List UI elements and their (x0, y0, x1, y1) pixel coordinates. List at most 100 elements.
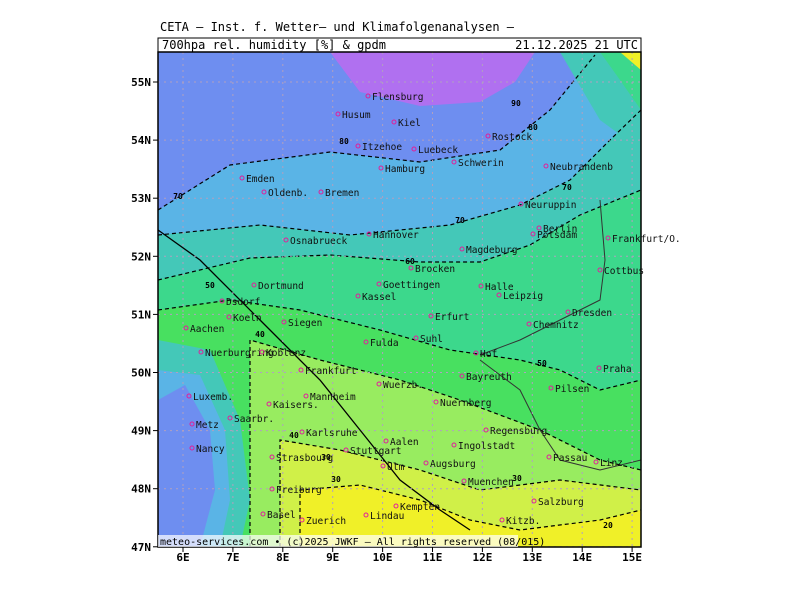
city-label: Kiel (398, 118, 421, 129)
city-marker (376, 381, 382, 387)
contour-label: 70 (562, 183, 572, 192)
lat-label: 55N (131, 76, 151, 89)
city-marker (483, 427, 489, 433)
city-label: Chemnitz (533, 320, 579, 331)
lon-label: 15E (622, 551, 642, 564)
city-marker (461, 478, 467, 484)
city-label: Hof (480, 349, 497, 360)
city-label: Dresden (572, 308, 612, 319)
city-marker (393, 503, 399, 509)
city-label: Halle (485, 282, 514, 293)
city-label: Muenchen (468, 477, 514, 488)
contour-label: 30 (331, 475, 341, 484)
city-marker (597, 267, 603, 273)
city-label: Kitzb. (506, 516, 540, 527)
city-marker (459, 373, 465, 379)
lon-label: 14E (572, 551, 592, 564)
band (158, 385, 215, 547)
city-marker (189, 421, 195, 427)
fields (158, 52, 641, 547)
city-label: Osnabrueck (290, 236, 347, 247)
city-marker (261, 189, 267, 195)
lon-label: 8E (276, 551, 289, 564)
city-label: Kassel (362, 292, 396, 303)
lat-label: 47N (131, 541, 151, 554)
city-marker (366, 231, 372, 237)
city-marker (269, 486, 275, 492)
city-marker (186, 393, 192, 399)
city-marker (269, 454, 275, 460)
border (158, 229, 471, 531)
border (479, 359, 641, 471)
lat-label: 48N (131, 483, 151, 496)
city-label: Nuernberg (440, 398, 491, 409)
city-marker (376, 281, 382, 287)
city-marker (260, 511, 266, 517)
city-label: Ingolstadt (458, 441, 515, 452)
contour (158, 109, 641, 236)
footer-box (158, 535, 518, 547)
city-marker (531, 498, 537, 504)
city-marker (459, 246, 465, 252)
contour-label: 30 (321, 453, 331, 462)
lat-label: 54N (131, 134, 151, 147)
city-label: Brocken (415, 264, 455, 275)
city-label: Karlsruhe (306, 428, 358, 439)
city-label: Salzburg (538, 497, 584, 508)
contour-label: 20 (603, 521, 613, 530)
lon-label: 10E (373, 551, 393, 564)
city-marker (605, 235, 611, 241)
city-marker (355, 293, 361, 299)
city-label: Koblenz (266, 348, 306, 359)
city-label: Mannheim (310, 392, 356, 403)
city-marker (526, 321, 532, 327)
contour (299, 484, 641, 547)
city-marker (485, 133, 491, 139)
band (330, 52, 535, 106)
city-label: Nancy (196, 444, 225, 455)
city-marker (298, 367, 304, 373)
city-label: Fulda (370, 338, 399, 349)
city-label: Wuerzb. (383, 380, 423, 391)
city-marker (299, 517, 305, 523)
city-marker (530, 231, 536, 237)
contour-label: 50 (537, 359, 547, 368)
city-label: Freiburg (276, 485, 322, 496)
city-label: Schwerin (458, 158, 504, 169)
city-marker (183, 325, 189, 331)
lat-label: 49N (131, 425, 151, 438)
city-marker (428, 313, 434, 319)
city-marker (451, 442, 457, 448)
city-marker (363, 339, 369, 345)
contour-label: 70 (455, 216, 465, 225)
contour-label: 90 (511, 99, 521, 108)
city-marker (383, 438, 389, 444)
city-marker (266, 401, 272, 407)
city-marker (365, 93, 371, 99)
city-label: Bayreuth (466, 372, 512, 383)
city-marker (548, 385, 554, 391)
city-label: Rostock (492, 132, 532, 143)
contour (279, 439, 641, 547)
lon-label: 7E (226, 551, 239, 564)
lon-label: 9E (326, 551, 339, 564)
city-label: Saarbr. (234, 414, 274, 425)
city-marker (299, 429, 305, 435)
city-marker (496, 292, 502, 298)
city-marker (478, 283, 484, 289)
city-label: Magdeburg (466, 245, 517, 256)
city-marker (380, 463, 386, 469)
city-marker (219, 298, 225, 304)
city-marker (259, 349, 265, 355)
city-label: Dsdorf (226, 297, 260, 308)
city-label: Zuerich (306, 516, 346, 527)
city-marker (451, 159, 457, 165)
city-label: Leipzig (503, 291, 543, 302)
city-marker (518, 201, 524, 207)
lat-label: 53N (131, 192, 151, 205)
contour-label: 80 (528, 123, 538, 132)
city-label: Pilsen (555, 384, 589, 395)
city-label: Passau (553, 453, 587, 464)
city-label: Berlin (543, 224, 577, 235)
